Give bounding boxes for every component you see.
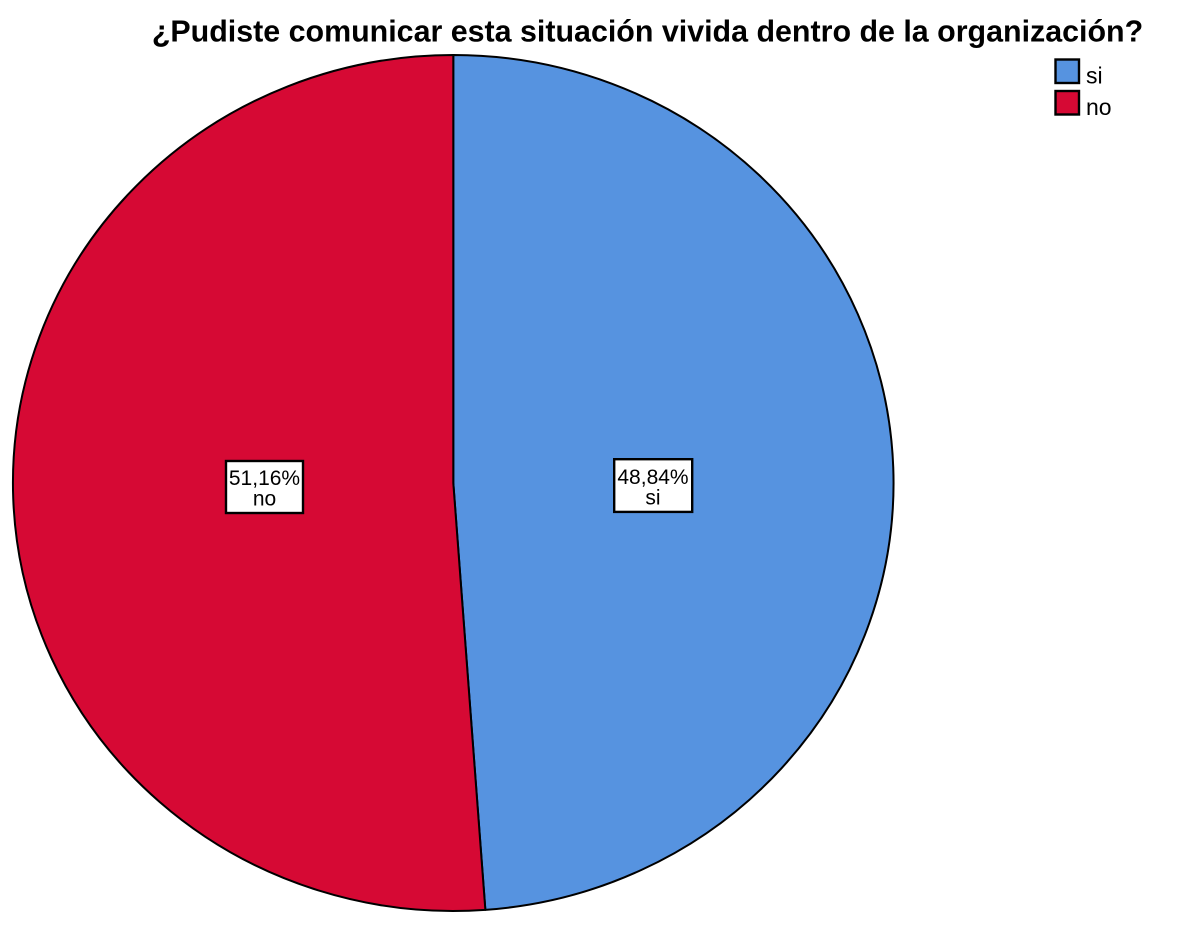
svg-text:no: no bbox=[1086, 94, 1112, 120]
svg-text:no: no bbox=[253, 488, 276, 511]
svg-text:51,16%: 51,16% bbox=[229, 467, 300, 490]
svg-text:si: si bbox=[1086, 63, 1103, 89]
svg-text:¿Pudiste comunicar esta situac: ¿Pudiste comunicar esta situación vivida… bbox=[152, 15, 1143, 49]
svg-text:48,84%: 48,84% bbox=[617, 466, 688, 489]
svg-text:si: si bbox=[645, 487, 660, 510]
